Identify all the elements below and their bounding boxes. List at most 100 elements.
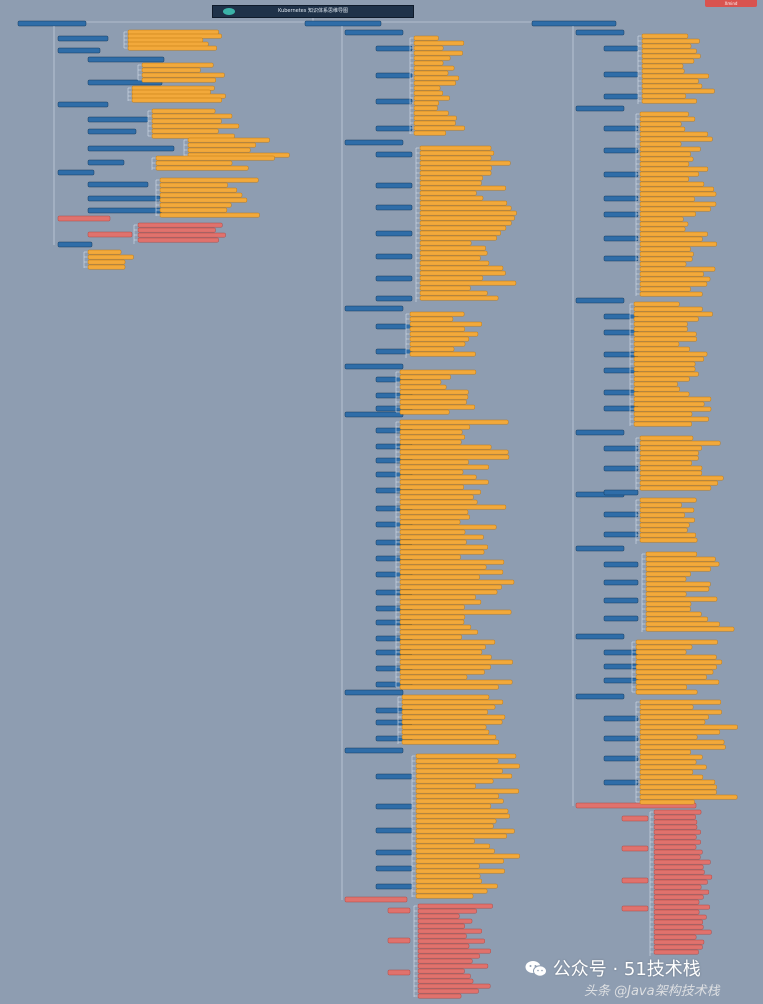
leaf-node[interactable]: [633, 311, 713, 317]
leaf-node[interactable]: [639, 517, 695, 523]
leaf-node[interactable]: [159, 212, 260, 218]
alert-branch-node[interactable]: [387, 937, 411, 944]
branch-node[interactable]: [87, 195, 161, 202]
leaf-node[interactable]: [633, 391, 690, 397]
leaf-node[interactable]: [187, 147, 251, 153]
leaf-node[interactable]: [653, 929, 712, 935]
leaf-node[interactable]: [131, 93, 226, 99]
leaf-node[interactable]: [639, 532, 696, 538]
leaf-node[interactable]: [653, 854, 701, 860]
sub-branch-node[interactable]: [603, 715, 639, 722]
leaf-node[interactable]: [639, 161, 690, 167]
leaf-node[interactable]: [419, 225, 507, 231]
sub-branch-node[interactable]: [603, 235, 639, 242]
leaf-node[interactable]: [131, 89, 211, 95]
leaf-node[interactable]: [413, 115, 457, 121]
leaf-node[interactable]: [399, 389, 469, 395]
leaf-node[interactable]: [399, 419, 509, 425]
leaf-node[interactable]: [399, 439, 462, 445]
leaf-node[interactable]: [419, 230, 501, 236]
leaf-node[interactable]: [639, 156, 694, 162]
sub-branch-node[interactable]: [603, 45, 639, 52]
leaf-node[interactable]: [639, 455, 699, 461]
leaf-node[interactable]: [399, 649, 483, 655]
leaf-node[interactable]: [399, 424, 471, 430]
sub-branch-node[interactable]: [603, 615, 639, 622]
leaf-node[interactable]: [399, 574, 480, 580]
branch-node[interactable]: [344, 363, 404, 370]
leaf-node[interactable]: [419, 210, 517, 216]
leaf-node[interactable]: [401, 704, 496, 710]
sub-branch-node[interactable]: [375, 803, 413, 810]
leaf-node[interactable]: [413, 60, 444, 66]
branch-node[interactable]: [87, 207, 163, 214]
leaf-node[interactable]: [419, 195, 484, 201]
leaf-node[interactable]: [639, 497, 697, 503]
leaf-node[interactable]: [645, 596, 718, 602]
leaf-node[interactable]: [653, 824, 698, 830]
alert-branch-node[interactable]: [621, 815, 649, 822]
sub-branch-node[interactable]: [375, 348, 413, 355]
leaf-node[interactable]: [639, 256, 693, 262]
branch-node[interactable]: [575, 545, 625, 552]
leaf-node[interactable]: [399, 479, 489, 485]
leaf-node[interactable]: [413, 105, 438, 111]
leaf-node[interactable]: [415, 873, 481, 879]
leaf-node[interactable]: [639, 754, 703, 760]
leaf-node[interactable]: [633, 336, 697, 342]
leaf-node[interactable]: [641, 33, 689, 39]
leaf-node[interactable]: [413, 45, 444, 51]
alert-branch-node[interactable]: [87, 231, 133, 238]
sub-branch-node[interactable]: [603, 579, 639, 586]
leaf-node[interactable]: [417, 933, 467, 939]
leaf-node[interactable]: [641, 73, 709, 79]
leaf-node[interactable]: [653, 879, 708, 885]
sub-branch-node[interactable]: [603, 597, 639, 604]
leaf-node[interactable]: [415, 798, 504, 804]
leaf-node[interactable]: [635, 644, 693, 650]
sub-branch-node[interactable]: [375, 98, 413, 105]
leaf-node[interactable]: [409, 351, 476, 357]
leaf-node[interactable]: [409, 341, 466, 347]
leaf-node[interactable]: [415, 883, 498, 889]
leaf-node[interactable]: [633, 406, 712, 412]
leaf-node[interactable]: [399, 499, 478, 505]
leaf-node[interactable]: [415, 823, 494, 829]
leaf-node[interactable]: [641, 78, 699, 84]
leaf-node[interactable]: [419, 255, 481, 261]
leaf-node[interactable]: [399, 529, 466, 535]
root-branch-3[interactable]: [531, 20, 617, 27]
leaf-node[interactable]: [639, 799, 695, 805]
leaf-node[interactable]: [415, 858, 504, 864]
leaf-node[interactable]: [645, 626, 735, 632]
leaf-node[interactable]: [419, 180, 482, 186]
leaf-node[interactable]: [151, 118, 222, 124]
leaf-node[interactable]: [399, 614, 466, 620]
leaf-node[interactable]: [639, 784, 717, 790]
sub-branch-node[interactable]: [603, 313, 639, 320]
leaf-node[interactable]: [633, 386, 680, 392]
leaf-node[interactable]: [151, 113, 233, 119]
leaf-node[interactable]: [633, 381, 678, 387]
leaf-node[interactable]: [155, 165, 249, 171]
leaf-node[interactable]: [399, 619, 465, 625]
leaf-node[interactable]: [635, 649, 687, 655]
leaf-node[interactable]: [413, 70, 449, 76]
leaf-node[interactable]: [415, 768, 503, 774]
leaf-node[interactable]: [653, 914, 707, 920]
branch-node[interactable]: [57, 169, 95, 176]
leaf-node[interactable]: [399, 639, 496, 645]
leaf-node[interactable]: [419, 270, 506, 276]
sub-branch-node[interactable]: [603, 171, 639, 178]
leaf-node[interactable]: [417, 958, 473, 964]
leaf-node[interactable]: [401, 734, 497, 740]
leaf-node[interactable]: [633, 326, 688, 332]
leaf-node[interactable]: [399, 399, 467, 405]
leaf-node[interactable]: [413, 80, 456, 86]
sub-branch-node[interactable]: [375, 849, 413, 856]
root-branch-1[interactable]: [17, 20, 87, 27]
sub-branch-node[interactable]: [603, 93, 639, 100]
leaf-node[interactable]: [141, 72, 225, 78]
leaf-node[interactable]: [137, 232, 226, 238]
branch-node[interactable]: [344, 747, 404, 754]
